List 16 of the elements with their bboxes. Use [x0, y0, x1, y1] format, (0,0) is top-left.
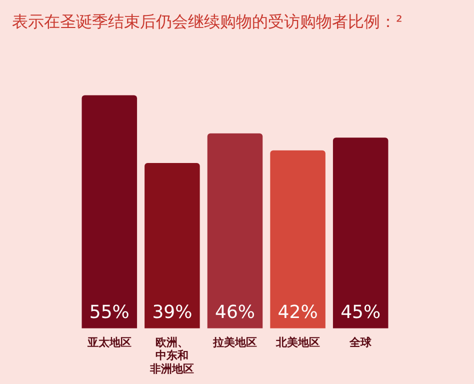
data-label: 46%	[214, 302, 256, 324]
data-label: 39%	[152, 302, 192, 324]
bar	[82, 95, 138, 328]
x-tick-label: 北美地区	[274, 336, 320, 349]
bar	[332, 138, 388, 328]
bar	[144, 163, 200, 328]
bar	[207, 133, 263, 328]
chart-title: 表示在圣诞季结束后仍会继续购物的受访购物者比例：²	[12, 12, 402, 33]
data-label: 42%	[278, 302, 318, 324]
x-tick-label: 拉美地区	[212, 336, 257, 349]
data-label: 45%	[340, 302, 381, 324]
bar	[270, 150, 326, 328]
data-label: 55%	[89, 302, 130, 324]
x-tick-label: 全球	[348, 336, 373, 349]
x-tick-label: 欧洲、中东和非洲地区	[149, 336, 194, 376]
x-tick-label: 亚太地区	[86, 336, 132, 349]
